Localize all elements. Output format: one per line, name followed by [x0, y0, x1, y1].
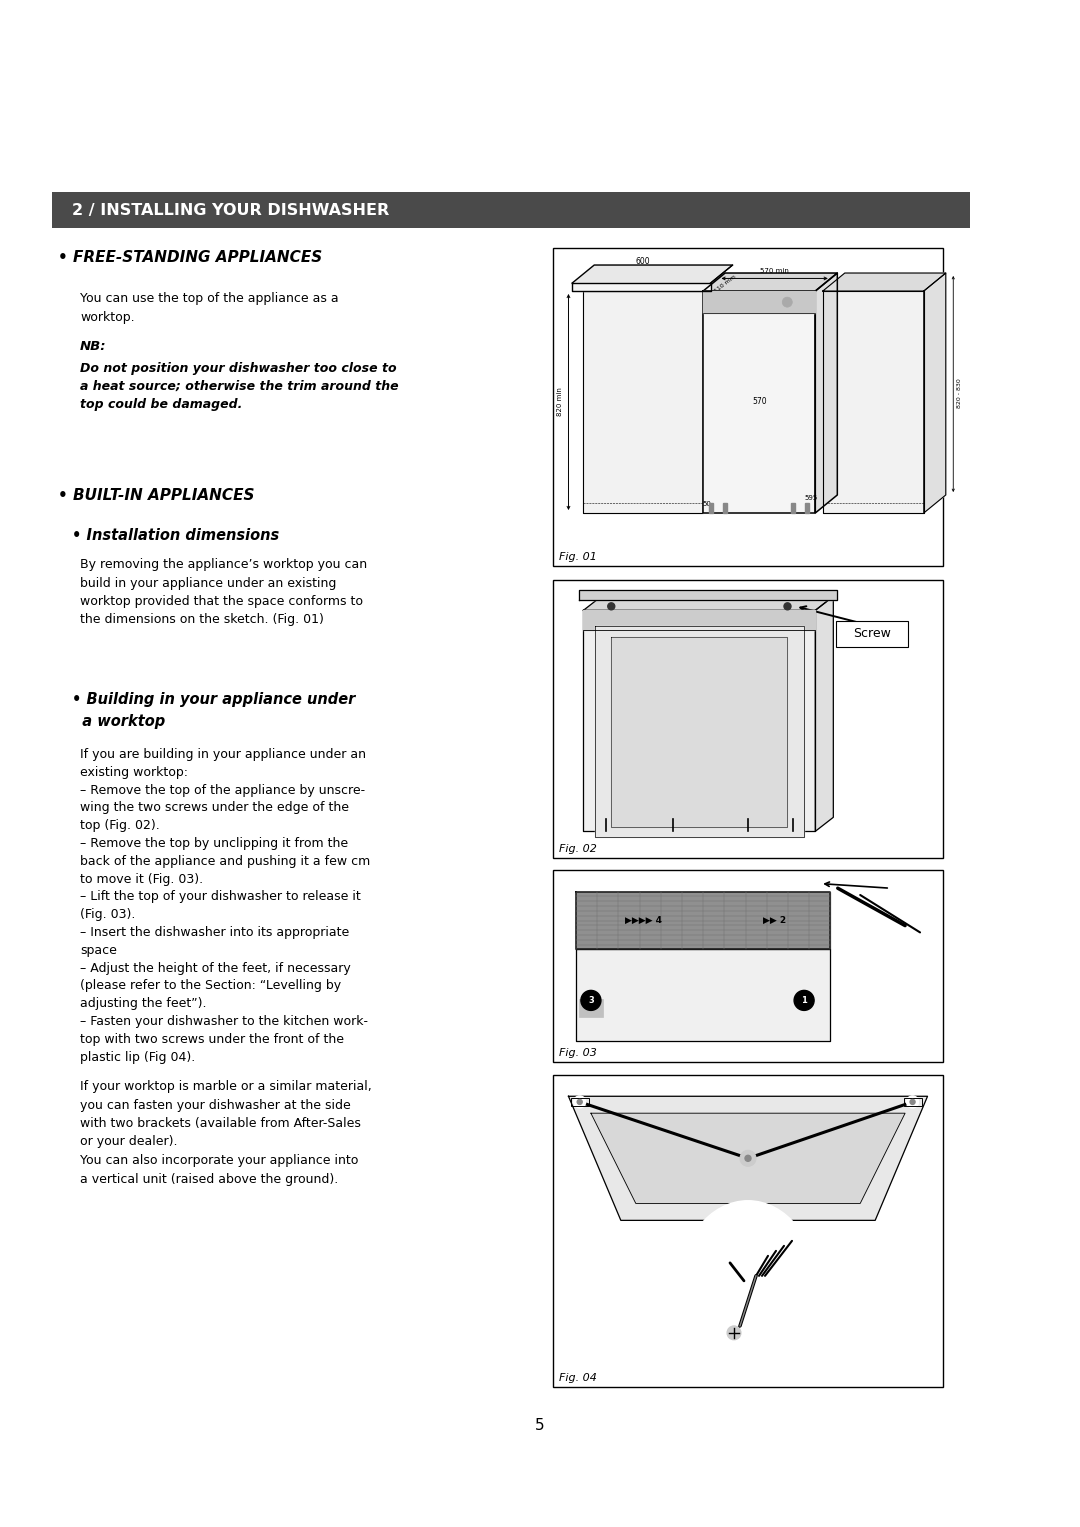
Bar — [792, 502, 795, 513]
Polygon shape — [576, 950, 831, 1041]
Circle shape — [740, 1150, 756, 1167]
Circle shape — [782, 298, 793, 307]
Polygon shape — [576, 892, 831, 950]
Polygon shape — [568, 1096, 928, 1220]
Bar — [724, 502, 727, 513]
Bar — [52, 192, 970, 228]
Bar — [570, 1098, 589, 1106]
Polygon shape — [583, 611, 815, 631]
Polygon shape — [583, 597, 834, 611]
Polygon shape — [583, 611, 815, 831]
Text: 2 / INSTALLING YOUR DISHWASHER: 2 / INSTALLING YOUR DISHWASHER — [72, 203, 389, 217]
Circle shape — [745, 1156, 751, 1162]
Circle shape — [784, 603, 791, 609]
Text: • Installation dimensions: • Installation dimensions — [72, 528, 280, 544]
Polygon shape — [583, 273, 725, 292]
FancyBboxPatch shape — [836, 620, 908, 646]
Circle shape — [906, 1096, 919, 1109]
Polygon shape — [815, 273, 837, 513]
Text: 3: 3 — [588, 996, 594, 1005]
Circle shape — [608, 603, 615, 609]
Bar — [710, 502, 713, 513]
Polygon shape — [595, 626, 804, 837]
Text: • BUILT-IN APPLIANCES: • BUILT-IN APPLIANCES — [58, 489, 255, 502]
Text: 820 - 830: 820 - 830 — [957, 379, 962, 408]
Bar — [904, 1098, 921, 1106]
Polygon shape — [923, 273, 946, 513]
Circle shape — [794, 991, 814, 1011]
Text: 600: 600 — [636, 257, 650, 266]
Text: 1: 1 — [801, 996, 807, 1005]
Text: ▶▶ 2: ▶▶ 2 — [762, 916, 786, 925]
Bar — [553, 580, 943, 858]
Text: ▶▶▶▶ 4: ▶▶▶▶ 4 — [624, 916, 662, 925]
Text: 570: 570 — [752, 397, 767, 406]
Text: Fig. 02: Fig. 02 — [559, 844, 597, 854]
Text: You can use the top of the appliance as a
worktop.: You can use the top of the appliance as … — [80, 292, 339, 324]
Circle shape — [577, 1099, 582, 1104]
Bar — [553, 247, 943, 567]
Polygon shape — [611, 637, 787, 826]
Bar — [579, 999, 603, 1017]
Text: 595: 595 — [805, 495, 818, 501]
Bar — [806, 502, 809, 513]
Circle shape — [573, 1096, 585, 1109]
Text: NB:: NB: — [80, 341, 107, 353]
Circle shape — [581, 991, 600, 1011]
Polygon shape — [580, 591, 837, 600]
Text: 50: 50 — [703, 501, 712, 507]
Polygon shape — [815, 597, 834, 831]
Polygon shape — [703, 273, 725, 513]
Polygon shape — [823, 273, 946, 292]
Text: 110 mm: 110 mm — [714, 273, 737, 293]
Text: If you are building in your appliance under an
existing worktop:
– Remove the to: If you are building in your appliance un… — [80, 748, 370, 1064]
Bar — [553, 870, 943, 1061]
Text: 5: 5 — [536, 1419, 544, 1432]
Polygon shape — [572, 266, 732, 282]
Text: By removing the appliance’s worktop you can
build in your appliance under an exi: By removing the appliance’s worktop you … — [80, 557, 367, 626]
Bar — [553, 1075, 943, 1387]
Text: • FREE-STANDING APPLIANCES: • FREE-STANDING APPLIANCES — [58, 250, 322, 266]
Text: 820 min: 820 min — [557, 388, 564, 417]
Text: If your worktop is marble or a similar material,
you can fasten your dishwasher : If your worktop is marble or a similar m… — [80, 1080, 372, 1185]
Text: Fig. 03: Fig. 03 — [559, 1048, 597, 1058]
Text: Fig. 01: Fig. 01 — [559, 551, 597, 562]
Text: Screw: Screw — [853, 628, 891, 640]
Text: Fig. 04: Fig. 04 — [559, 1373, 597, 1383]
Polygon shape — [591, 1113, 905, 1203]
Text: Do not position your dishwasher too close to
a heat source; otherwise the trim a: Do not position your dishwasher too clos… — [80, 362, 399, 411]
Polygon shape — [703, 273, 837, 292]
Text: • Building in your appliance under: • Building in your appliance under — [72, 692, 355, 707]
Circle shape — [910, 1099, 915, 1104]
Circle shape — [727, 1325, 741, 1339]
Polygon shape — [572, 282, 711, 292]
Polygon shape — [583, 292, 703, 513]
Polygon shape — [703, 292, 815, 313]
Text: 570 min: 570 min — [760, 269, 789, 275]
Ellipse shape — [678, 1200, 818, 1380]
Polygon shape — [823, 292, 923, 513]
Text: a worktop: a worktop — [72, 715, 165, 728]
Polygon shape — [703, 292, 815, 513]
